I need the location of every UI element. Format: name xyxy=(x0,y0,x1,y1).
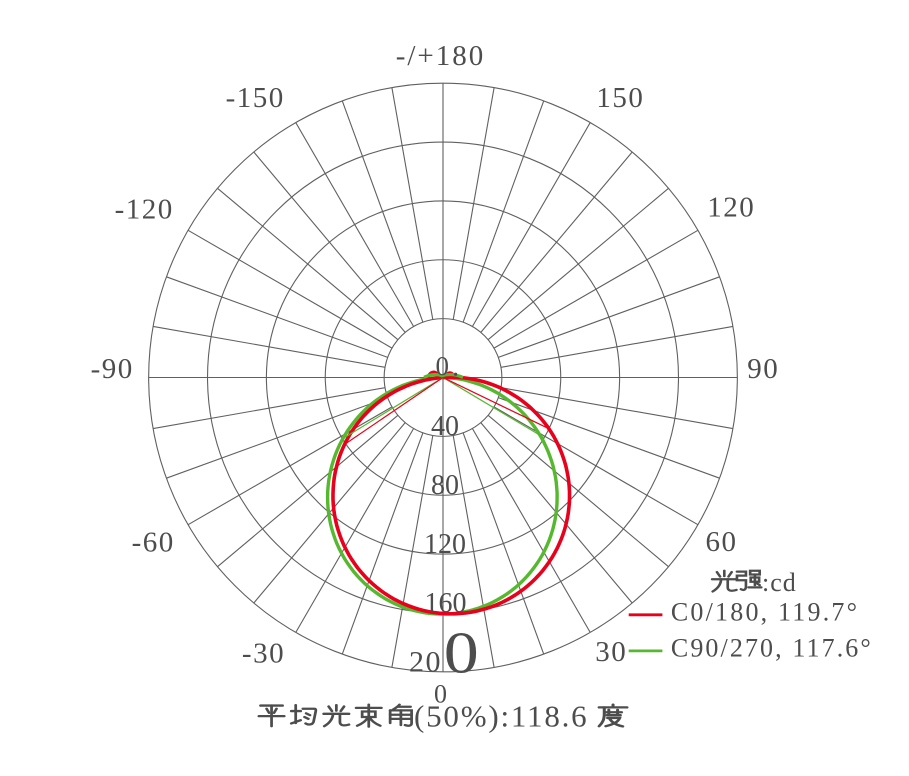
svg-text:120: 120 xyxy=(707,192,755,224)
svg-text:30: 30 xyxy=(595,636,627,668)
svg-text:C90/270, 117.6°: C90/270, 117.6° xyxy=(671,634,873,663)
svg-text:-90: -90 xyxy=(91,353,134,385)
svg-text::cd: :cd xyxy=(762,568,797,597)
svg-text:80: 80 xyxy=(431,470,459,501)
svg-text:0: 0 xyxy=(434,680,447,709)
svg-text:150: 150 xyxy=(596,82,644,114)
svg-text:-30: -30 xyxy=(242,637,285,669)
svg-text:40: 40 xyxy=(431,411,459,442)
svg-text:-120: -120 xyxy=(115,193,174,225)
svg-text:-150: -150 xyxy=(226,82,285,114)
svg-text:120: 120 xyxy=(424,529,466,560)
svg-text:160: 160 xyxy=(425,588,467,619)
svg-text:0: 0 xyxy=(444,620,479,686)
svg-text:-60: -60 xyxy=(132,527,175,559)
svg-text:60: 60 xyxy=(706,526,738,558)
svg-text:20: 20 xyxy=(409,646,442,679)
svg-text:-/+180: -/+180 xyxy=(396,40,486,72)
svg-text:0: 0 xyxy=(435,351,449,381)
svg-text:90: 90 xyxy=(747,353,779,385)
svg-text:(50%):118.6: (50%):118.6 xyxy=(414,699,588,734)
svg-text:C0/180, 119.7°: C0/180, 119.7° xyxy=(671,597,859,626)
